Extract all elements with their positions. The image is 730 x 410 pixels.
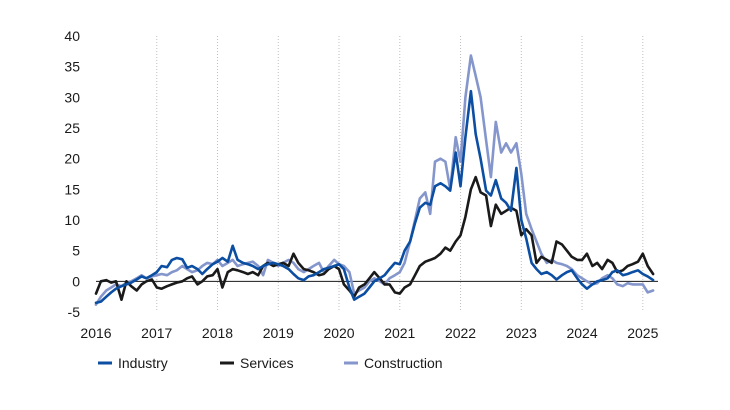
- x-tick-label: 2020: [323, 325, 354, 341]
- series-line-construction: [94, 54, 655, 306]
- y-tick-label: 35: [64, 59, 80, 75]
- y-tick-label: -5: [68, 304, 81, 320]
- legend-label-services: Services: [240, 355, 294, 371]
- legend: Industry Services Construction: [98, 355, 443, 371]
- y-tick-label: 30: [64, 89, 80, 105]
- x-tick-label: 2023: [506, 325, 537, 341]
- y-tick-label: 25: [64, 120, 80, 136]
- x-tick-label: 2025: [627, 325, 658, 341]
- x-axis: 2016 2017 2018 2019 2020 2021 2022 2023 2024 2025: [80, 325, 658, 341]
- y-tick-label: 10: [64, 212, 80, 228]
- x-tick-label: 2017: [141, 325, 172, 341]
- legend-label-industry: Industry: [118, 355, 168, 371]
- legend-label-construction: Construction: [364, 355, 443, 371]
- y-tick-label: 15: [64, 181, 80, 197]
- x-tick-label: 2021: [384, 325, 415, 341]
- series-line-industry: [94, 89, 655, 305]
- y-tick-label: 40: [64, 28, 80, 44]
- y-tick-label: 20: [64, 151, 80, 167]
- x-tick-label: 2022: [445, 325, 476, 341]
- x-tick-label: 2019: [263, 325, 294, 341]
- series-lines: [94, 54, 655, 306]
- x-tick-label: 2024: [566, 325, 597, 341]
- series-line-services: [94, 175, 655, 301]
- y-tick-label: 5: [72, 243, 80, 259]
- x-tick-label: 2016: [80, 325, 111, 341]
- y-tick-label: 0: [72, 273, 80, 289]
- y-axis: -5 0 5 10 15 20 25 30 35 40: [64, 28, 80, 320]
- x-tick-label: 2018: [202, 325, 233, 341]
